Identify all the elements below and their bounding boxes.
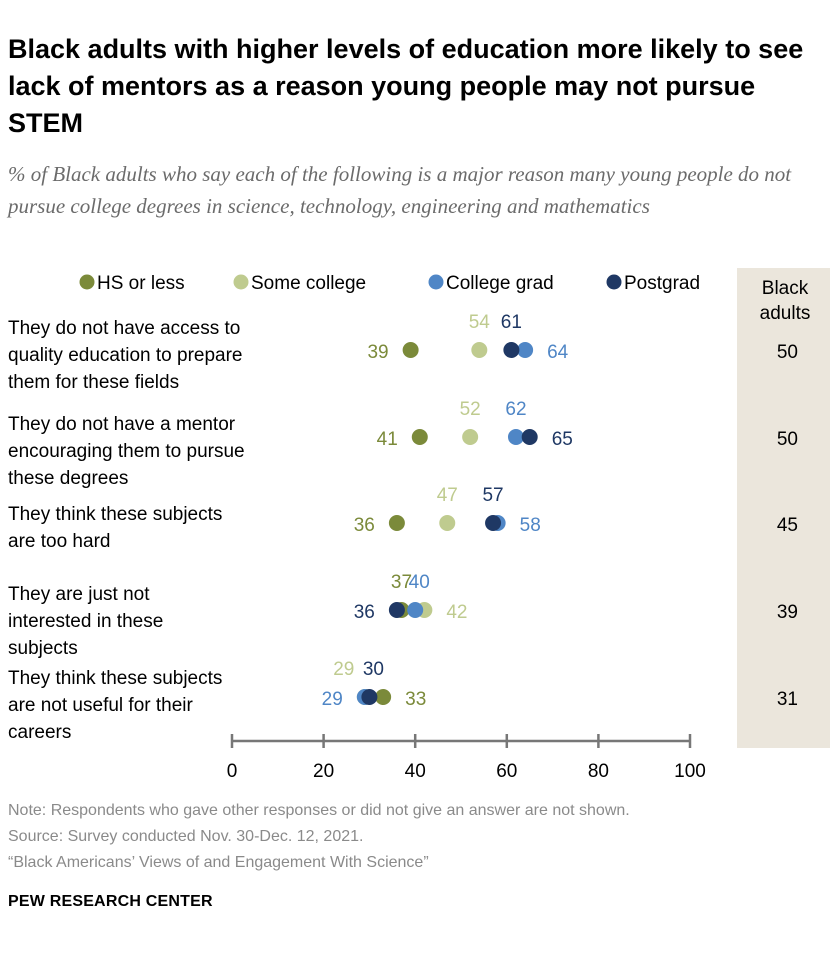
category-label: quality education to prepare [8, 345, 243, 366]
x-tick-label: 20 [313, 761, 334, 782]
data-label: 33 [405, 689, 426, 710]
legend-label: College grad [446, 273, 554, 294]
category-label: They do not have access to [8, 318, 240, 339]
data-point [471, 342, 488, 358]
data-point [416, 602, 433, 618]
legend-swatch [428, 274, 444, 290]
brand-logo-text: PEW RESEARCH CENTER [8, 893, 213, 910]
footer-notes: Note: Respondents who gave other respons… [8, 798, 828, 876]
data-label: 41 [377, 429, 398, 450]
data-point [356, 689, 373, 705]
category-label: interested in these [8, 611, 163, 632]
data-label: 40 [409, 572, 430, 593]
data-label: 47 [437, 485, 458, 506]
category-label: They do not have a mentor [8, 414, 236, 435]
data-point [402, 342, 419, 358]
total-value: 39 [777, 602, 798, 623]
x-tick-label: 80 [588, 761, 609, 782]
data-label: 62 [505, 399, 526, 420]
category-label: them for these fields [8, 372, 179, 393]
category-label: They are just not [8, 584, 150, 605]
data-point [407, 602, 424, 618]
data-label: 52 [460, 399, 481, 420]
x-tick-label: 0 [227, 761, 238, 782]
data-point [375, 689, 392, 705]
data-label: 61 [501, 312, 522, 333]
data-point [439, 515, 456, 531]
data-point [411, 429, 428, 445]
category-label: careers [8, 722, 71, 743]
data-point [356, 689, 373, 705]
legend-label: Postgrad [624, 273, 700, 294]
data-label: 58 [520, 515, 541, 536]
total-column-header: adults [760, 303, 811, 324]
total-value: 50 [777, 342, 798, 363]
data-point [517, 342, 534, 358]
chart-title: Black adults with higher levels of educa… [8, 34, 804, 138]
legend-label: HS or less [97, 273, 185, 294]
legend-swatch [233, 274, 249, 290]
data-point [388, 602, 405, 618]
data-label: 30 [363, 659, 384, 680]
data-label: 65 [552, 429, 573, 450]
data-label: 54 [469, 312, 491, 333]
data-label: 57 [482, 485, 503, 506]
data-point [393, 602, 410, 618]
data-label: 29 [333, 659, 354, 680]
total-value: 45 [777, 515, 798, 536]
x-tick-label: 40 [405, 761, 426, 782]
category-label: these degrees [8, 468, 128, 489]
note-text: Note: Respondents who gave other respons… [8, 802, 630, 819]
legend-swatch [79, 274, 95, 290]
data-point [388, 515, 405, 531]
data-point [489, 515, 506, 531]
chart-subtitle: % of Black adults who say each of the fo… [8, 162, 792, 218]
data-point [507, 429, 524, 445]
data-point [521, 429, 538, 445]
data-point [462, 429, 479, 445]
data-point [485, 515, 502, 531]
total-value: 31 [777, 689, 798, 710]
source-text: Source: Survey conducted Nov. 30-Dec. 12… [8, 828, 364, 845]
category-label: are not useful for their [8, 695, 193, 716]
x-tick-label: 60 [496, 761, 517, 782]
data-label: 64 [547, 342, 569, 363]
total-value: 50 [777, 429, 798, 450]
data-label: 29 [322, 689, 343, 710]
data-point [361, 689, 378, 705]
total-column-background [737, 268, 830, 748]
category-label: encouraging them to pursue [8, 441, 245, 462]
category-label: subjects [8, 638, 78, 659]
x-tick-label: 100 [674, 761, 706, 782]
report-text: “Black Americans’ Views of and Engagemen… [8, 854, 429, 871]
data-label: 36 [354, 515, 375, 536]
data-point [503, 342, 520, 358]
legend-swatch [606, 274, 622, 290]
data-label: 37 [391, 572, 412, 593]
data-label: 36 [354, 602, 375, 623]
data-label: 39 [367, 342, 388, 363]
data-label: 42 [446, 602, 467, 623]
legend-label: Some college [251, 273, 366, 294]
category-label: They think these subjects [8, 504, 222, 525]
category-label: are too hard [8, 531, 110, 552]
total-column-header: Black [762, 278, 809, 299]
category-label: They think these subjects [8, 668, 222, 689]
